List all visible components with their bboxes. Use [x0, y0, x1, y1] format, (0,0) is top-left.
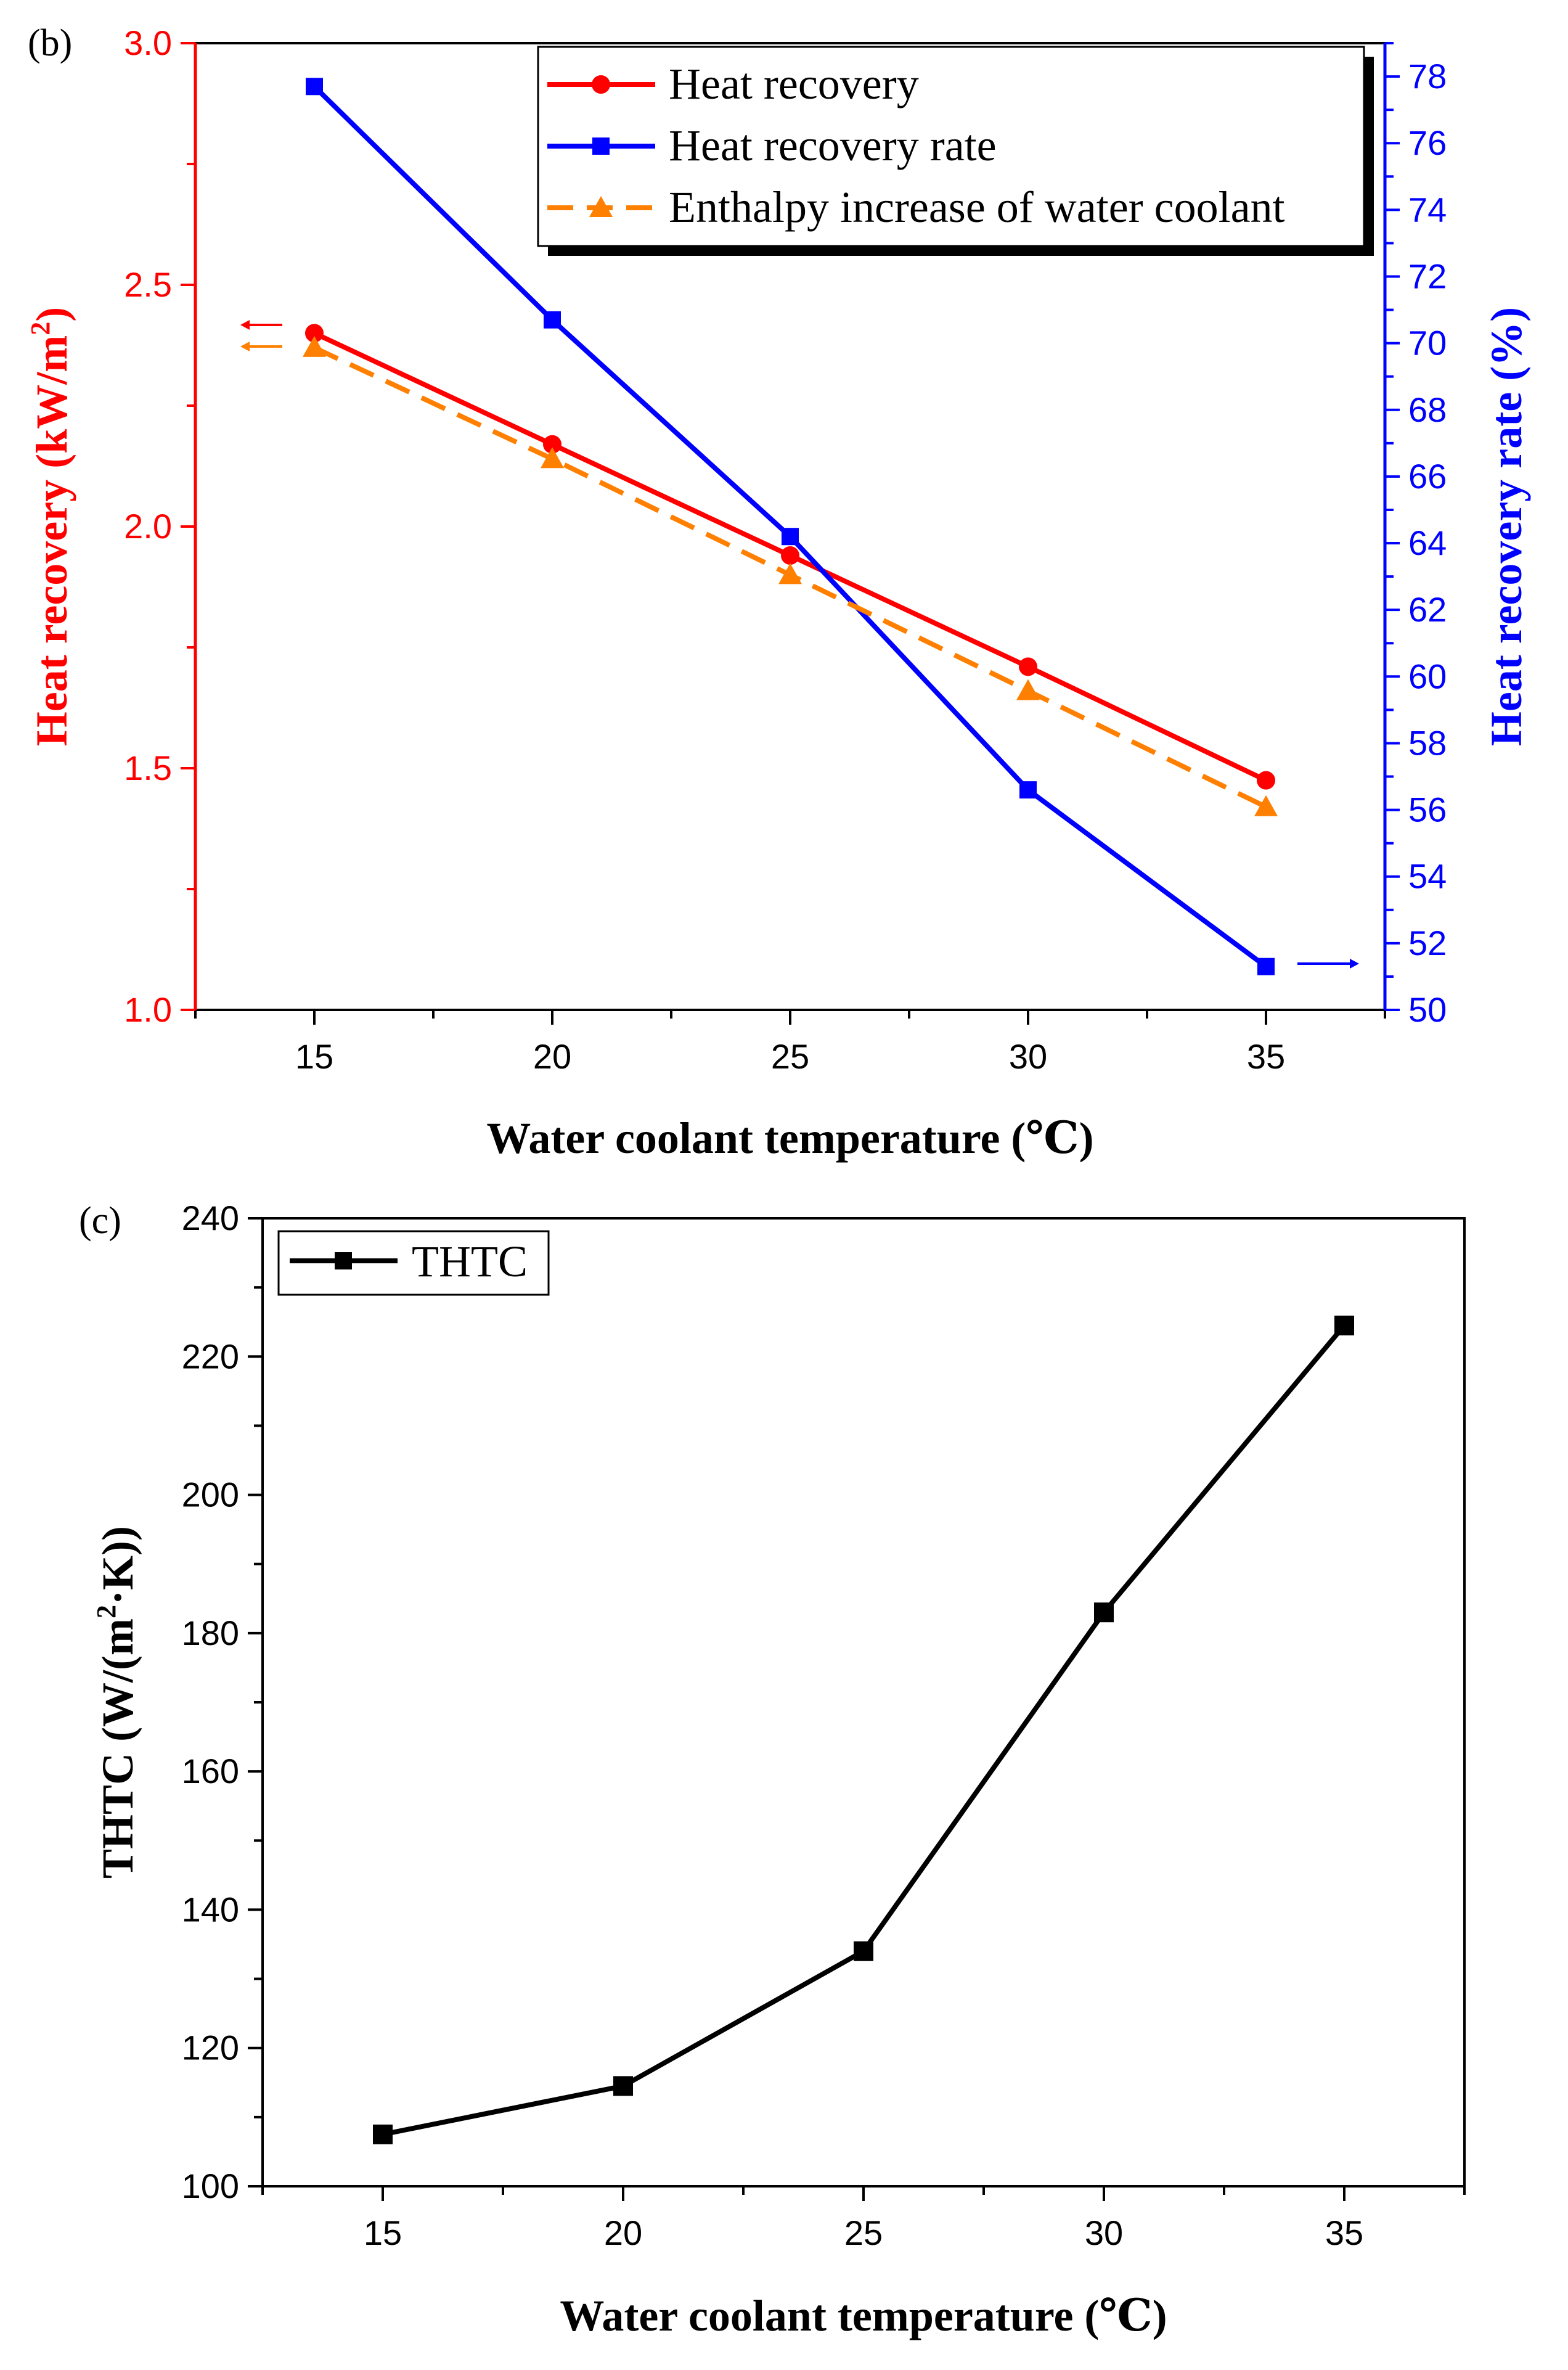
y-axis-title-c-close: ·K))	[93, 1526, 142, 1605]
data-point	[1257, 957, 1275, 975]
x-tick-label: 25	[771, 1037, 809, 1076]
data-point	[778, 563, 802, 584]
data-point	[303, 335, 326, 357]
y2-tick-label: 58	[1408, 723, 1447, 762]
legend-marker-triangle	[589, 196, 613, 217]
y-tick-label: 200	[182, 1475, 239, 1514]
legend-marker-circle	[592, 75, 610, 94]
y-ticks-c: 100 120 140 160 180 200 220 240	[182, 1199, 263, 2205]
data-point	[1016, 679, 1040, 700]
y2-ticks-b: 50 52 54 56 58 60 62 64 66 68 70 72 74 76 78	[1385, 42, 1447, 1029]
y2-tick-label: 70	[1408, 324, 1447, 363]
legend-label-heat-recovery: Heat recovery	[669, 59, 919, 109]
x-tick-label: 30	[1085, 2213, 1123, 2252]
data-point	[781, 546, 799, 565]
y2-tick-label: 78	[1408, 57, 1447, 96]
data-point	[544, 311, 561, 329]
legend-marker-square-c	[335, 1252, 352, 1269]
data-point	[613, 2076, 633, 2096]
y-tick-label: 2.5	[124, 265, 172, 304]
data-point	[305, 324, 324, 343]
legend-c: THTC	[277, 1230, 550, 1296]
y2-tick-label: 54	[1408, 857, 1447, 896]
x-tick-label: 35	[1247, 1037, 1285, 1076]
data-point	[543, 435, 561, 454]
x-axis-title-b: Water coolant temperature (℃)	[486, 1113, 1093, 1163]
y-tick-label: 120	[182, 2028, 239, 2067]
legend-label-heat-recovery-rate: Heat recovery rate	[669, 121, 997, 170]
legend-label-enthalpy: Enthalpy increase of water coolant	[669, 182, 1285, 232]
data-point	[1254, 795, 1278, 816]
panel-label-c: (c)	[79, 1200, 121, 1242]
chart-c: (c) 15 20 25 30 35 100120140160180200220240 …	[79, 1199, 1466, 2340]
legend-item-enthalpy: Enthalpy increase of water coolant	[547, 182, 1285, 232]
y2-tick-label: 72	[1408, 256, 1447, 295]
y-tick-label: 1.5	[124, 748, 172, 787]
legend-b: Heat recovery Heat recovery rate Enthalp…	[537, 46, 1374, 256]
right-axis-arrow-blue	[1297, 959, 1359, 969]
data-point	[782, 528, 799, 546]
y-tick-label: 100	[182, 2167, 239, 2205]
data-point	[1257, 771, 1275, 790]
x-tick-label: 15	[295, 1037, 333, 1076]
y-tick-label: 140	[182, 1890, 239, 1929]
data-point	[1094, 1602, 1114, 1623]
x-tick-label: 15	[364, 2213, 402, 2252]
y-tick-label: 2.0	[124, 507, 172, 546]
y2-tick-label: 60	[1408, 657, 1447, 695]
y2-axis-title-b: Heat recovery rate (%)	[1482, 307, 1531, 746]
y-tick-label: 3.0	[124, 23, 172, 62]
x-tick-label: 30	[1009, 1037, 1047, 1076]
x-ticks-b: 15 20 25 30 35	[194, 1010, 1386, 1076]
y2-tick-label: 74	[1408, 190, 1447, 229]
data-point	[306, 78, 323, 96]
y-tick-label: 180	[182, 1613, 239, 1652]
left-axis-arrow-red	[240, 320, 282, 330]
series-markers-b	[303, 78, 1278, 975]
data-point	[541, 447, 564, 469]
y-tick-label: 220	[182, 1337, 239, 1376]
y-axis-title-c-sup: 2	[91, 1605, 121, 1618]
legend-label-thtc: THTC	[412, 1237, 528, 1286]
x-axis-title-c: Water coolant temperature (℃)	[560, 2291, 1167, 2340]
y2-tick-label: 76	[1408, 123, 1447, 162]
y2-tick-label: 66	[1408, 457, 1447, 496]
y-tick-label: 240	[182, 1199, 239, 1237]
panel-label-b: (b)	[28, 22, 72, 64]
y-tick-label: 1.0	[124, 990, 172, 1029]
series-markers-c	[373, 1315, 1354, 2144]
x-tick-label: 25	[844, 2213, 883, 2252]
data-point	[373, 2124, 393, 2144]
y-axis-title-b-close: )	[27, 307, 76, 322]
x-tick-label: 20	[604, 2213, 642, 2252]
legend-box-b	[537, 46, 1365, 247]
legend-item-heat-recovery-rate: Heat recovery rate	[547, 121, 997, 170]
left-axis-arrow-orange	[240, 342, 282, 351]
y2-tick-label: 68	[1408, 390, 1447, 429]
y-axis-title-b-main: Heat recovery (kW/m	[27, 335, 76, 746]
y-ticks-b: 1.0 1.5 2.0 2.5 3.0	[124, 23, 195, 1029]
y2-tick-label: 50	[1408, 990, 1447, 1029]
y2-tick-label: 62	[1408, 590, 1447, 629]
data-point	[854, 1941, 873, 1961]
x-tick-label: 20	[533, 1037, 571, 1076]
legend-item-heat-recovery: Heat recovery	[547, 59, 919, 109]
legend-marker-square	[592, 137, 610, 155]
data-point	[1334, 1315, 1354, 1335]
x-tick-label: 35	[1325, 2213, 1363, 2252]
data-point	[1019, 781, 1037, 799]
y2-tick-label: 52	[1408, 924, 1447, 962]
y-axis-title-b-sup: 2	[25, 322, 55, 335]
y-axis-title-c: THTC (W/(m2·K))	[91, 1526, 142, 1879]
data-point	[1019, 657, 1037, 676]
chart-b: (b) 15 20 25 30 35 1.01.52.02.53.0 505254565…	[25, 22, 1531, 1163]
y-tick-label: 160	[182, 1752, 239, 1790]
y-axis-title-b: Heat recovery (kW/m2)	[25, 307, 76, 746]
y2-tick-label: 56	[1408, 790, 1447, 829]
y-axis-title-c-main: THTC (W/(m	[93, 1618, 142, 1879]
x-ticks-c: 15 20 25 30 35	[261, 2186, 1466, 2252]
y2-tick-label: 64	[1408, 523, 1447, 562]
